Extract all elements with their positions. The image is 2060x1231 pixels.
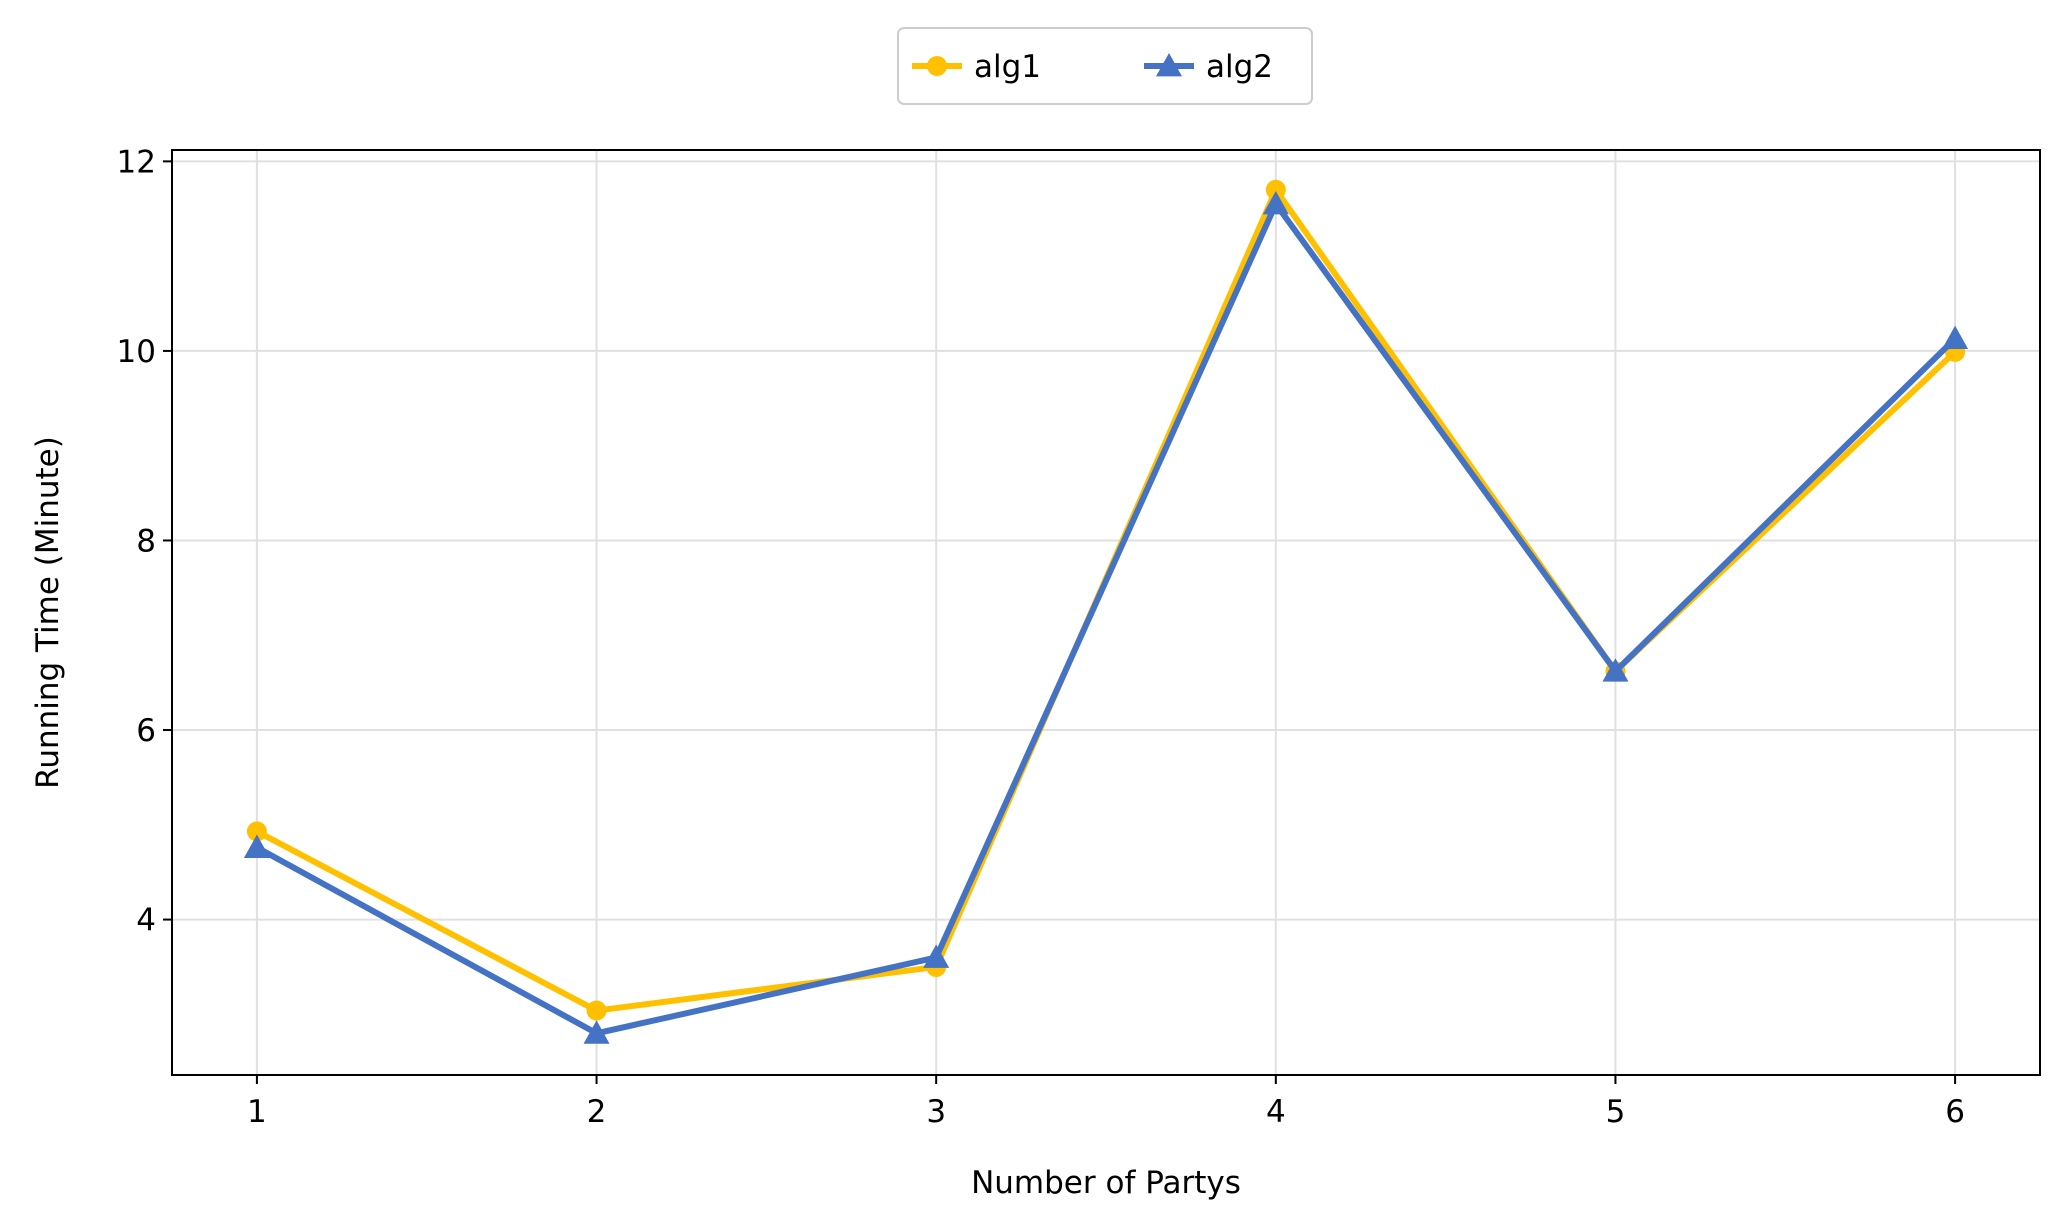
x-axis: 1 2 3 4 5 6 [247,1075,1965,1130]
data-point-alg1 [1265,179,1286,200]
legend-item-alg2: alg2 [1144,49,1273,85]
x-tick-label: 2 [587,1094,607,1130]
x-tick-label: 3 [926,1094,946,1130]
legend-box [897,27,1313,105]
x-tick-label: 1 [247,1094,267,1130]
y-tick-label: 6 [136,713,156,749]
data-point-alg2 [243,834,270,858]
legend-label: alg2 [1206,49,1273,85]
y-tick-label: 10 [117,334,156,370]
plot-area-frame [171,149,2041,1076]
legend-item-alg1: alg1 [912,49,1041,85]
series-alg1 [246,179,1966,1021]
data-point-alg1 [586,1000,607,1021]
data-point-alg1 [246,821,267,842]
grid [172,150,2040,1075]
legend-label: alg1 [974,49,1041,85]
legend: alg1 alg2 [897,27,1313,105]
x-tick-label: 5 [1606,1094,1626,1130]
series-line-alg1 [253,186,1959,1014]
x-tick-label: 4 [1266,1094,1286,1130]
legend-marker [927,56,947,76]
data-point-alg2 [1262,191,1289,215]
data-point-alg2 [1602,658,1629,682]
x-axis-label: Number of Partys [971,1165,1241,1201]
data-point-alg2 [1942,325,1969,350]
series-alg2 [243,191,1969,1044]
data-point-alg2 [923,944,950,968]
y-tick-label: 8 [136,523,156,559]
y-tick-label: 12 [117,144,156,180]
y-axis-label: Running Time (Minute) [30,436,66,789]
y-axis: 4 6 8 10 12 [117,144,172,939]
legend-marker [1156,53,1182,77]
series-layer [243,179,1969,1044]
x-tick-label: 6 [1945,1094,1965,1130]
data-point-alg2 [583,1020,610,1044]
series-line-alg2 [253,201,1959,1037]
y-tick-label: 4 [136,903,156,939]
